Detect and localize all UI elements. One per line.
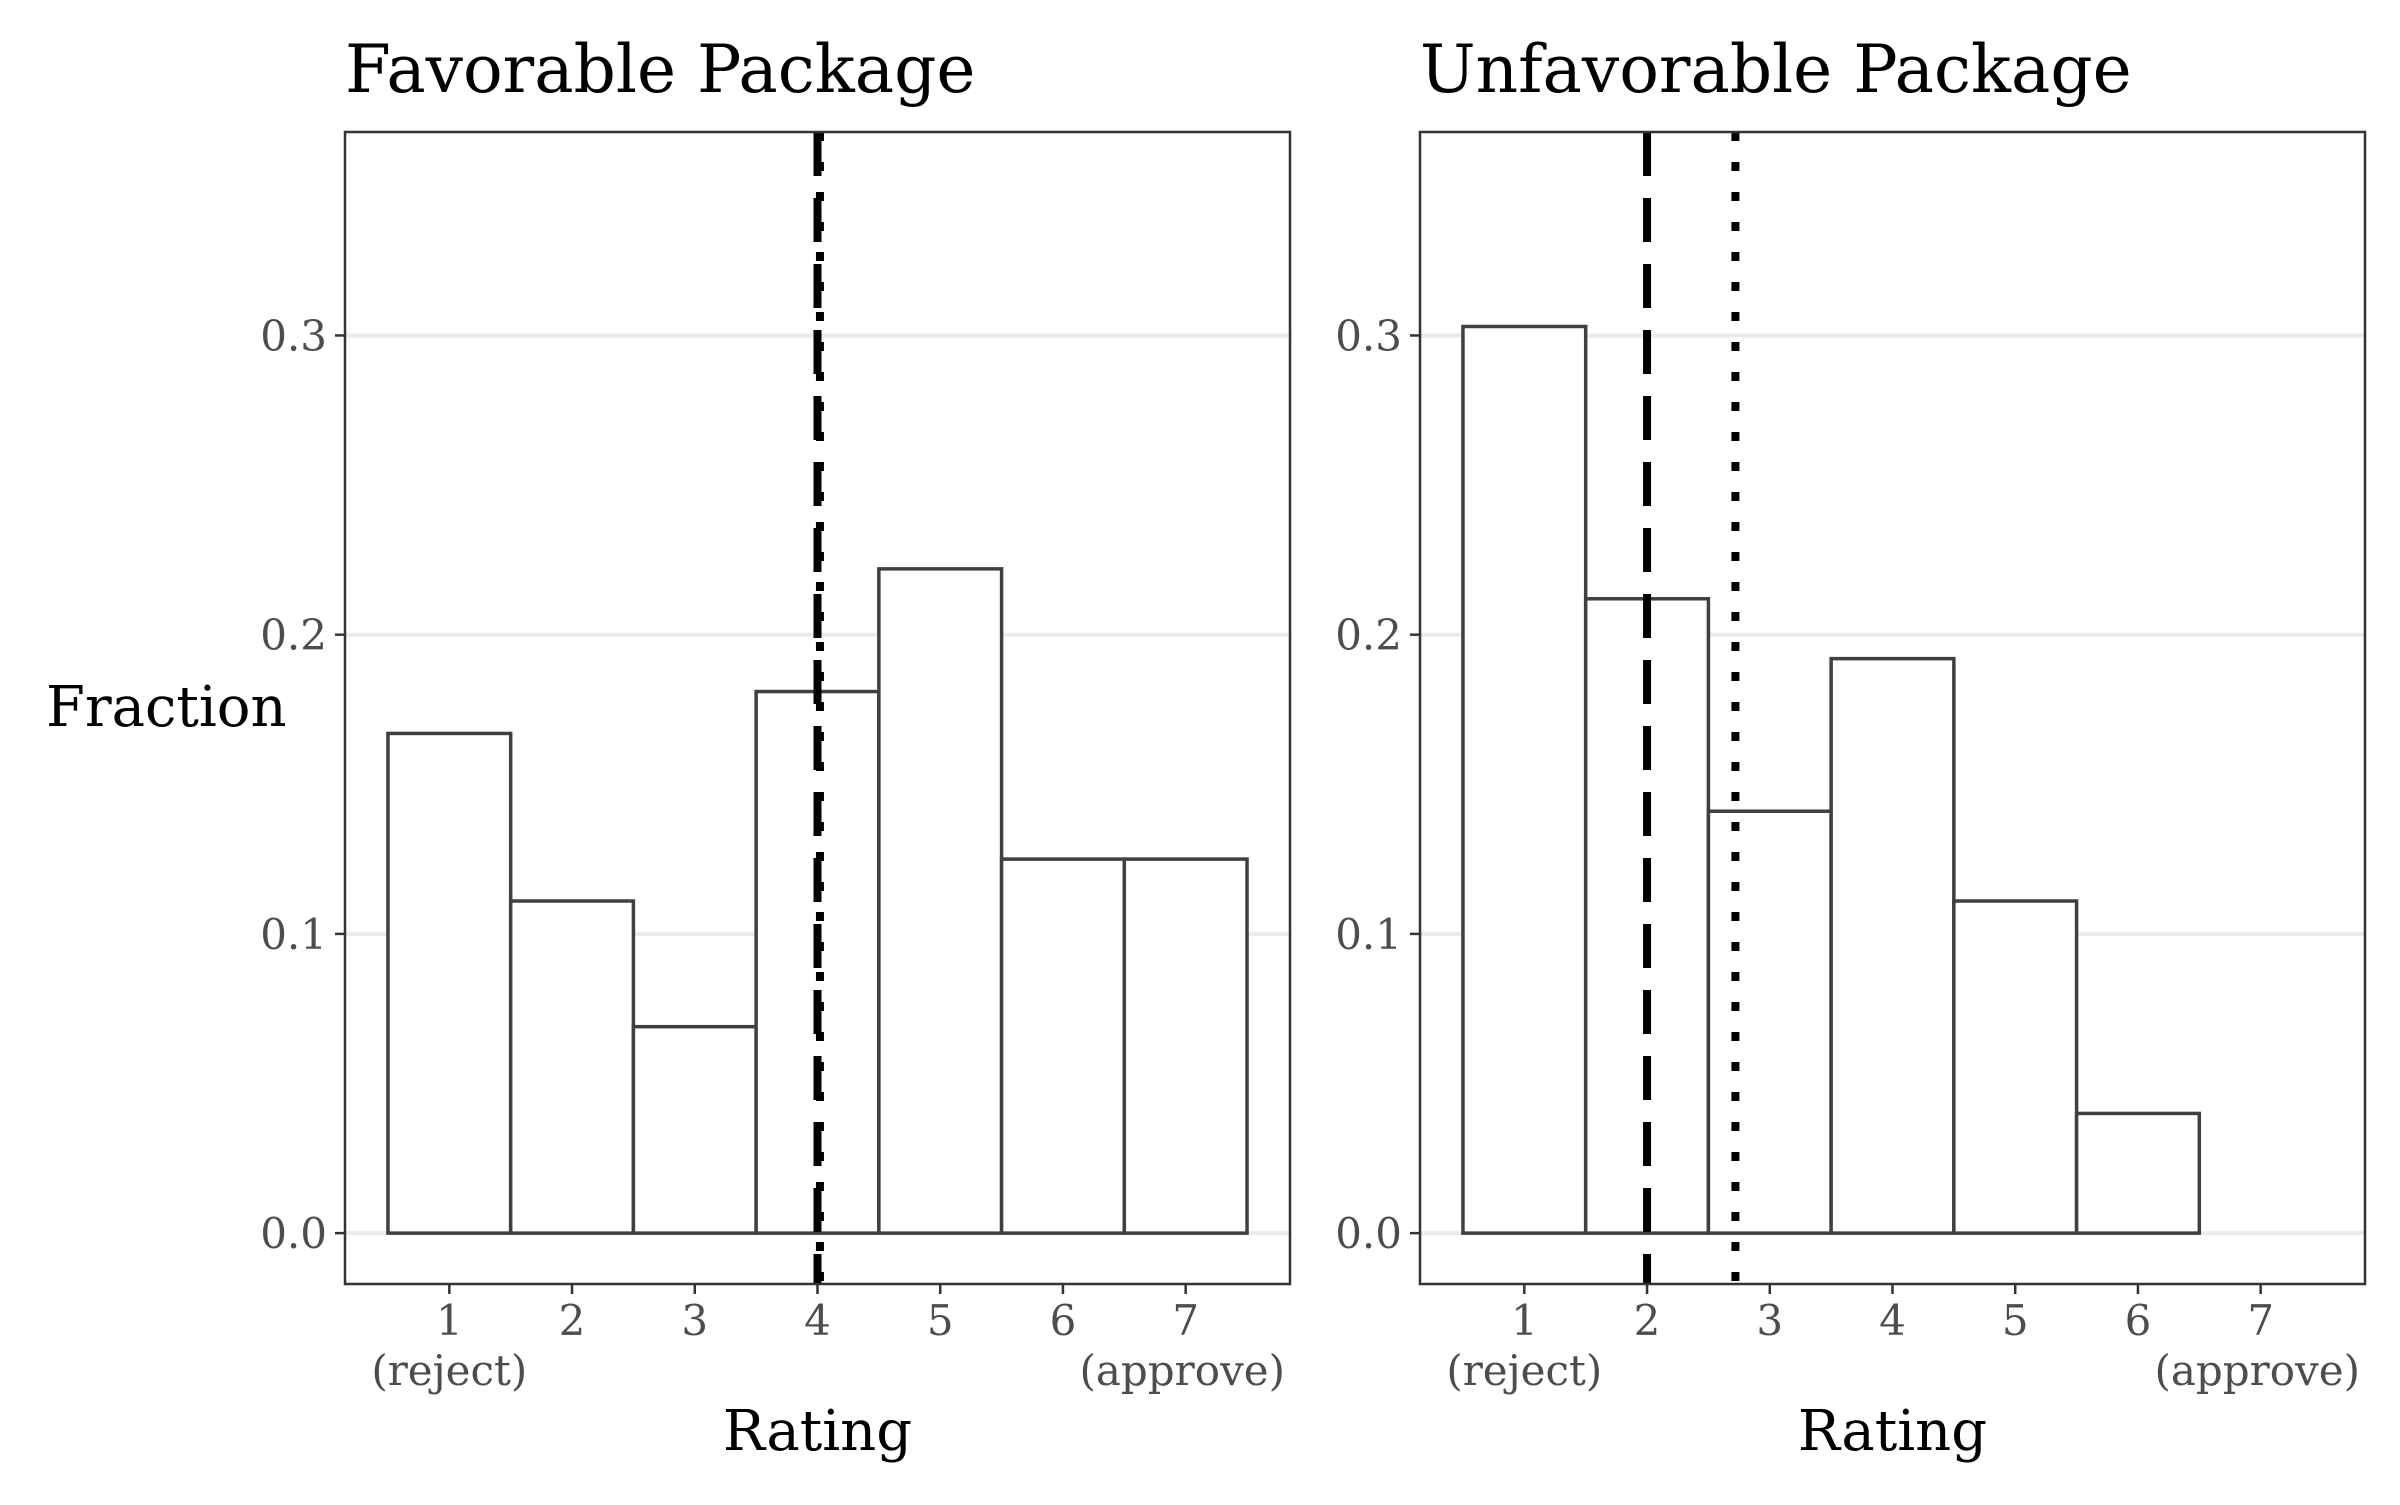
x-axis-title: Rating <box>723 1399 912 1464</box>
bar-rating-3 <box>631 1024 758 1235</box>
x-tick-label: 6 <box>1050 1296 1077 1345</box>
x-tick-label: 2 <box>559 1296 586 1345</box>
x-tick-label: 1 <box>1511 1296 1538 1345</box>
x-tick-label: 2 <box>1634 1296 1661 1345</box>
panel-2: Unfavorable Package 0.0 0.1 0.2 0.3 1(reject)… <box>1335 31 2367 1464</box>
y-tick-label: 0.0 <box>1335 1209 1402 1258</box>
x-tick-label: 4 <box>1879 1296 1906 1345</box>
bar-rating-6 <box>999 857 1127 1235</box>
y-tick-label: 0.3 <box>1335 311 1402 360</box>
x-tick-label: 5 <box>927 1296 954 1345</box>
y-tick-label: 0.3 <box>260 311 327 360</box>
x-tick-label: 6 <box>2125 1296 2152 1345</box>
bar-rating-1 <box>386 731 513 1235</box>
bar-rating-1 <box>1461 324 1588 1235</box>
x-tick-label: 3 <box>681 1296 708 1345</box>
bar-rating-6 <box>2074 1111 2202 1235</box>
panel-1: Favorable Package 0.0 0.1 0.2 0.3 1(reject) 2 3… <box>46 31 1292 1464</box>
x-tick-label: 7 <box>1172 1296 1199 1345</box>
bar-rating-5 <box>877 567 1004 1235</box>
x-axis-title: Rating <box>1798 1399 1987 1464</box>
x-tick-label: 5 <box>2002 1296 2029 1345</box>
y-axis-title: Fraction <box>46 675 287 740</box>
x-sub-label: (approve) <box>1079 1346 1285 1395</box>
y-tick-label: 0.2 <box>1335 611 1402 660</box>
y-tick-label: 0.1 <box>260 910 327 959</box>
x-tick-label: 1 <box>436 1296 463 1345</box>
bar-rating-4 <box>1829 656 1956 1235</box>
y-tick-label: 0.1 <box>1335 910 1402 959</box>
bar-rating-2 <box>508 899 636 1235</box>
x-sub-label: (reject) <box>371 1346 527 1395</box>
x-tick-label: 4 <box>804 1296 831 1345</box>
bar-rating-7 <box>1122 857 1249 1235</box>
bar-rating-5 <box>1952 899 2079 1235</box>
x-tick-label: 7 <box>2247 1296 2274 1345</box>
x-sub-label: (reject) <box>1446 1346 1602 1395</box>
y-tick-label: 0.2 <box>260 611 327 660</box>
y-tick-label: 0.0 <box>260 1209 327 1258</box>
panel-title: Favorable Package <box>345 31 975 108</box>
x-sub-label: (approve) <box>2154 1346 2360 1395</box>
panel-title: Unfavorable Package <box>1420 31 2132 108</box>
x-tick-label: 3 <box>1756 1296 1783 1345</box>
bar-rating-3 <box>1706 809 1833 1235</box>
